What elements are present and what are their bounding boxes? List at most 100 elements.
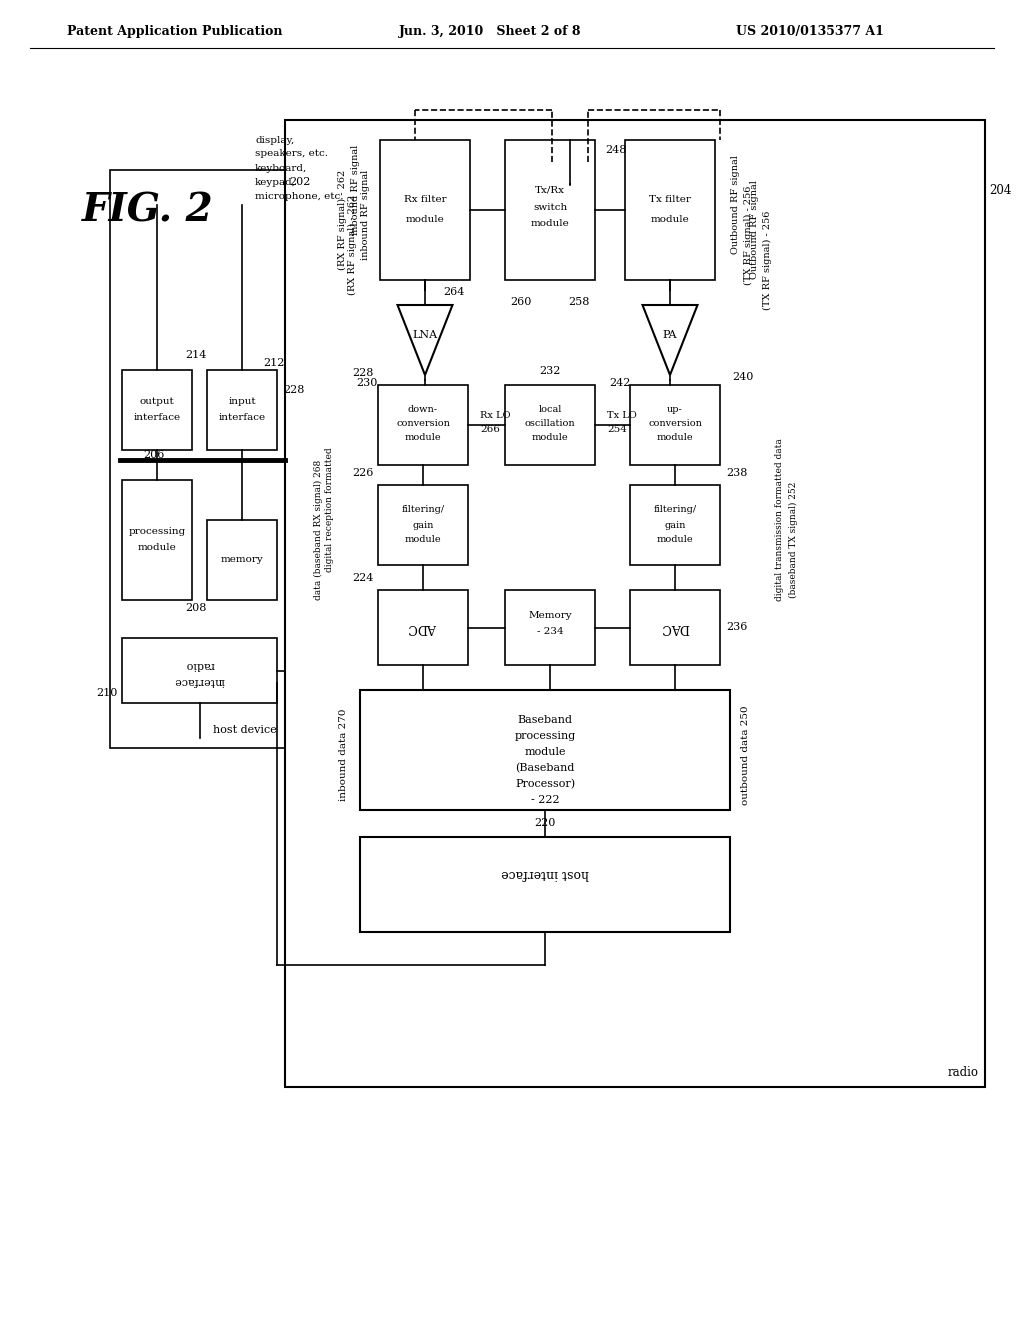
- Text: 220: 220: [535, 818, 556, 828]
- Text: 204: 204: [989, 183, 1012, 197]
- Bar: [505, 590, 595, 665]
- Bar: [505, 140, 595, 280]
- Bar: [505, 385, 595, 465]
- Text: radio: radio: [185, 660, 214, 671]
- Text: ADC: ADC: [409, 620, 437, 634]
- Text: module: module: [650, 215, 689, 224]
- Text: inbound data 270: inbound data 270: [339, 709, 347, 801]
- Text: PA: PA: [663, 330, 677, 341]
- Bar: [378, 590, 468, 665]
- Text: Baseband: Baseband: [517, 715, 572, 725]
- Text: (RX RF signal) - 262: (RX RF signal) - 262: [338, 170, 346, 271]
- Text: 228: 228: [284, 385, 305, 395]
- Text: (Baseband: (Baseband: [515, 763, 574, 774]
- Text: module: module: [524, 747, 565, 756]
- Text: digital transmission formatted data: digital transmission formatted data: [775, 438, 784, 602]
- Bar: [110, 170, 285, 748]
- Bar: [360, 837, 730, 932]
- Text: inbound RF signal: inbound RF signal: [350, 145, 359, 235]
- Text: processing: processing: [514, 731, 575, 741]
- Bar: [378, 385, 468, 465]
- Bar: [122, 370, 193, 450]
- Text: 206: 206: [143, 450, 165, 459]
- Text: module: module: [137, 544, 176, 553]
- Bar: [625, 140, 715, 280]
- Text: 210: 210: [96, 688, 118, 698]
- Text: speakers, etc.: speakers, etc.: [255, 149, 328, 158]
- Bar: [207, 370, 278, 450]
- Text: interface: interface: [133, 413, 180, 422]
- Text: host interface: host interface: [501, 867, 589, 880]
- Text: module: module: [656, 536, 693, 544]
- Text: 236: 236: [726, 623, 748, 632]
- Text: host device: host device: [213, 725, 276, 735]
- Text: switch: switch: [532, 202, 567, 211]
- Text: Outbound RF signal: Outbound RF signal: [750, 181, 759, 280]
- Text: US 2010/0135377 A1: US 2010/0135377 A1: [736, 25, 884, 38]
- Text: interface: interface: [174, 676, 225, 686]
- Text: 202: 202: [289, 177, 310, 187]
- Text: (TX RF signal) - 256: (TX RF signal) - 256: [743, 185, 753, 285]
- Bar: [380, 140, 470, 280]
- Text: Tx LO: Tx LO: [607, 411, 637, 420]
- Bar: [630, 590, 720, 665]
- Text: conversion: conversion: [648, 418, 701, 428]
- Text: module: module: [531, 433, 568, 441]
- Text: digital reception formatted: digital reception formatted: [326, 447, 335, 573]
- Bar: [630, 484, 720, 565]
- Text: FIG. 2: FIG. 2: [82, 191, 214, 228]
- Text: 266: 266: [480, 425, 500, 434]
- Text: keyboard,: keyboard,: [255, 164, 307, 173]
- Text: module: module: [406, 215, 444, 224]
- Text: 260: 260: [510, 297, 531, 308]
- Text: 232: 232: [540, 366, 561, 376]
- Text: data (baseband RX signal) 268: data (baseband RX signal) 268: [313, 459, 323, 601]
- Text: Patent Application Publication: Patent Application Publication: [68, 25, 283, 38]
- Text: input: input: [228, 397, 256, 407]
- Text: local: local: [539, 404, 562, 413]
- Text: display,: display,: [255, 136, 294, 145]
- Text: inbound RF signal: inbound RF signal: [361, 170, 370, 260]
- Text: 214: 214: [185, 350, 207, 360]
- Text: 226: 226: [352, 469, 374, 478]
- Text: 242: 242: [609, 378, 631, 388]
- Text: module: module: [530, 219, 569, 228]
- Text: outbound data 250: outbound data 250: [740, 705, 750, 805]
- Text: 228: 228: [352, 368, 374, 378]
- Text: (RX RF signal) - 262: (RX RF signal) - 262: [348, 195, 357, 296]
- Text: interface: interface: [218, 413, 265, 422]
- Text: Memory: Memory: [528, 610, 571, 619]
- Text: 264: 264: [443, 286, 465, 297]
- Text: 224: 224: [352, 573, 374, 583]
- Text: oscillation: oscillation: [524, 418, 575, 428]
- Bar: [630, 385, 720, 465]
- Text: Rx filter: Rx filter: [403, 195, 446, 205]
- Text: up-: up-: [667, 404, 683, 413]
- Text: 212: 212: [263, 358, 285, 368]
- Text: 258: 258: [568, 297, 590, 308]
- Text: Outbound RF signal: Outbound RF signal: [730, 156, 739, 255]
- Text: Tx filter: Tx filter: [649, 195, 691, 205]
- Bar: [122, 480, 193, 601]
- Text: processing: processing: [128, 528, 185, 536]
- Text: 254: 254: [607, 425, 627, 434]
- Text: module: module: [404, 433, 441, 441]
- Text: DAC: DAC: [660, 620, 689, 634]
- Text: Tx/Rx: Tx/Rx: [535, 186, 565, 194]
- Text: LNA: LNA: [413, 330, 437, 341]
- Text: module: module: [404, 536, 441, 544]
- Text: gain: gain: [413, 520, 434, 529]
- Text: output: output: [139, 397, 174, 407]
- Text: filtering/: filtering/: [653, 506, 696, 515]
- Text: microphone, etc.: microphone, etc.: [255, 191, 343, 201]
- Text: keypad,: keypad,: [255, 178, 296, 187]
- Bar: [360, 690, 730, 810]
- Text: down-: down-: [408, 404, 438, 413]
- Text: Jun. 3, 2010   Sheet 2 of 8: Jun. 3, 2010 Sheet 2 of 8: [398, 25, 582, 38]
- Text: 240: 240: [732, 372, 754, 381]
- Text: - 222: - 222: [530, 795, 559, 805]
- Text: 208: 208: [185, 603, 207, 612]
- Text: - 234: - 234: [537, 627, 563, 635]
- Bar: [285, 120, 985, 1086]
- Text: (TX RF signal) - 256: (TX RF signal) - 256: [763, 210, 772, 310]
